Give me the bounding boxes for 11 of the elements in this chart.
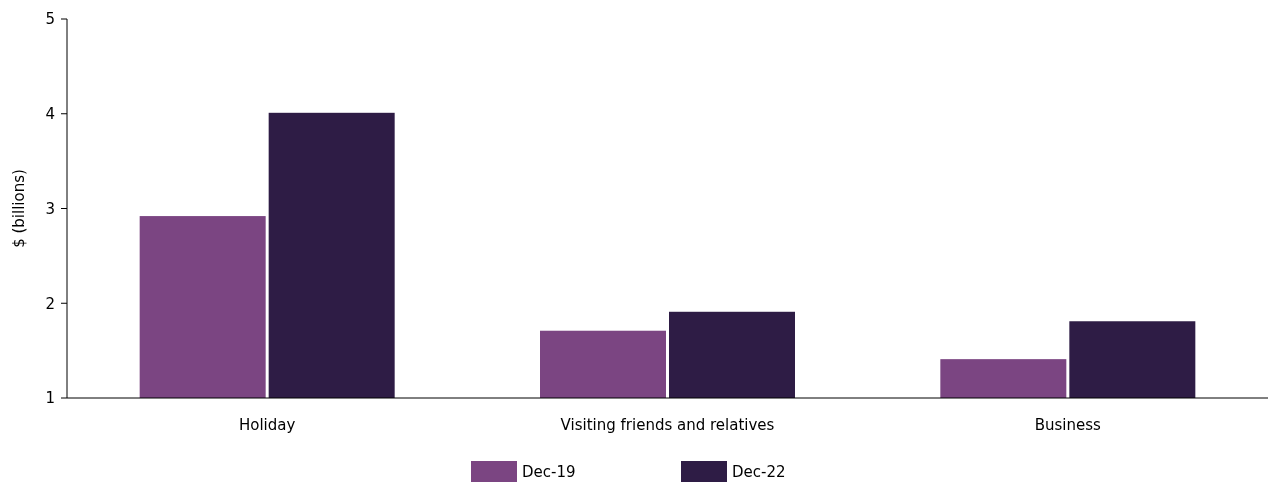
legend-label: Dec-22	[732, 463, 786, 482]
x-tick-label: Business	[1034, 416, 1102, 434]
y-axis-title: $ (billions)	[10, 169, 28, 248]
y-tick-label: 1	[45, 389, 55, 408]
x-tick-label: Holiday	[238, 416, 296, 434]
legend-label: Dec-19	[522, 463, 576, 482]
x-tick-label: Visiting friends and relatives	[560, 416, 775, 434]
y-tick-label: 3	[45, 199, 55, 218]
y-tick-label: 2	[45, 294, 55, 313]
y-tick-label: 4	[45, 105, 55, 123]
y-tick-label: 5	[45, 10, 55, 29]
